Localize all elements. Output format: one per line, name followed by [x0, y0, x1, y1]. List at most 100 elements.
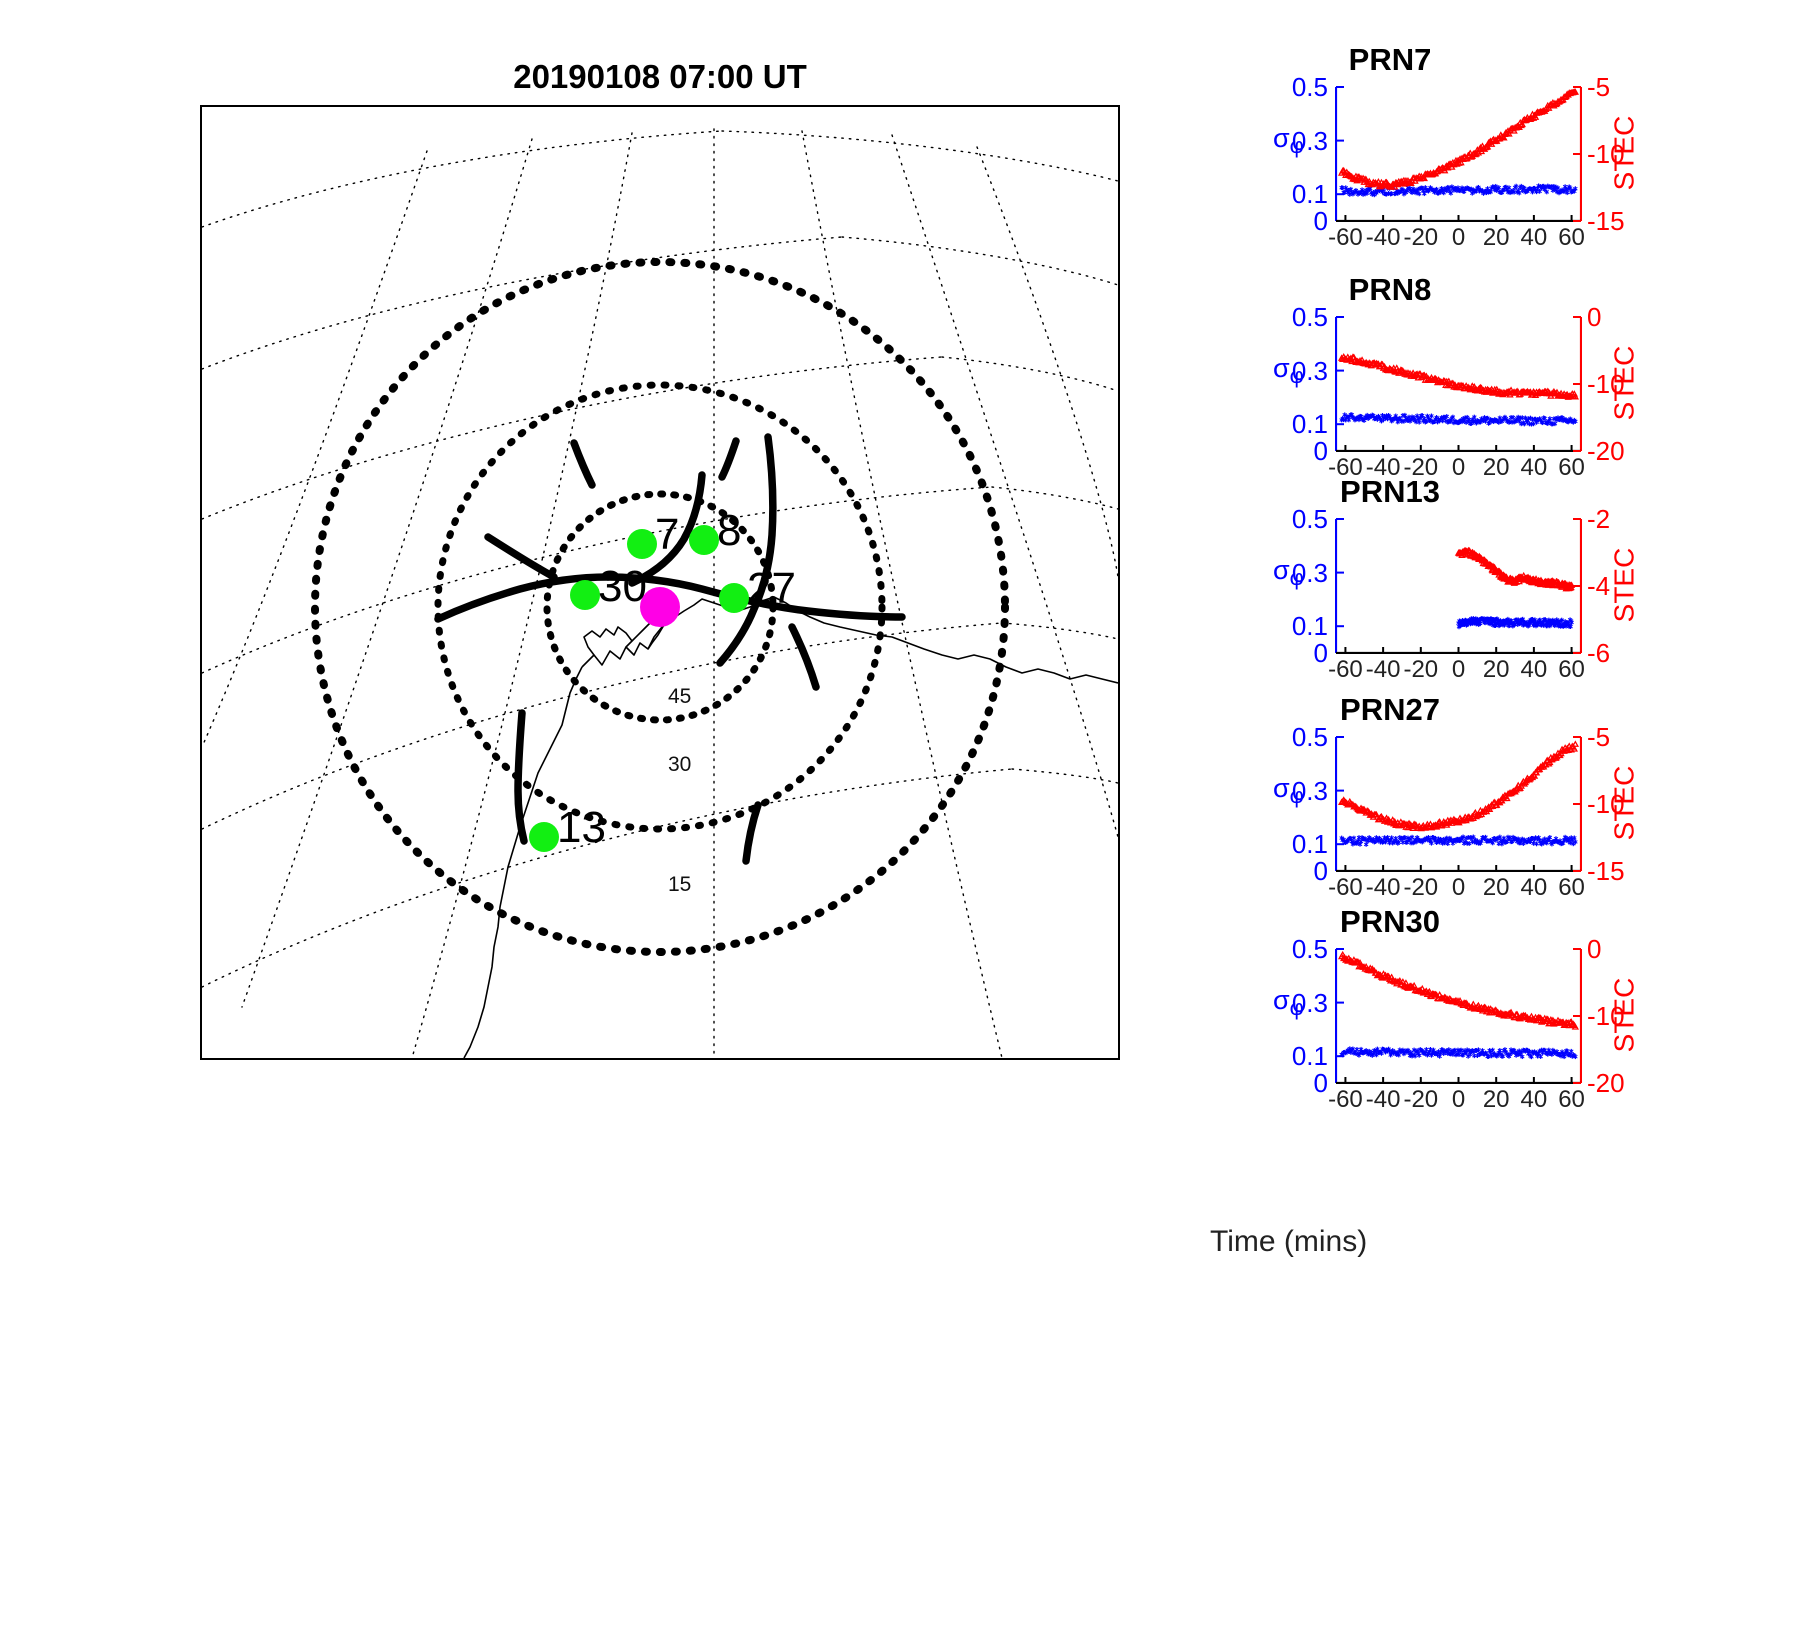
xtick-neg40: -40	[1365, 454, 1401, 481]
xtick-0: 0	[1451, 454, 1466, 481]
ytick-left-0: 0	[1313, 638, 1328, 668]
xtick-neg60: -60	[1328, 656, 1363, 683]
yaxis-label-stec: STEC	[1608, 765, 1640, 841]
xtick-0: 0	[1451, 1086, 1466, 1113]
ytick-left-0.3: 0.3	[1291, 125, 1328, 156]
xtick-neg20: -20	[1403, 874, 1439, 901]
ytick-left-0: 0	[1313, 856, 1328, 886]
plot-svg	[1335, 316, 1582, 452]
ytick-left-0.1: 0.1	[1291, 611, 1328, 642]
satellite-label-prn7: 7	[655, 510, 680, 559]
phi-glyph: φ	[1289, 132, 1304, 158]
series-sigma-phi	[1339, 1046, 1578, 1060]
subplot-title-prn30: PRN30	[1340, 904, 1440, 939]
xtick-40: 40	[1520, 1086, 1548, 1113]
ytick-right-neg15: -15	[1587, 856, 1625, 886]
ytick-right-neg10: -10	[1587, 369, 1625, 399]
yaxis-label-stec: STEC	[1608, 547, 1640, 623]
ytick-left-0: 0	[1313, 1068, 1328, 1098]
xtick-40: 40	[1520, 874, 1548, 901]
satellite-tracks	[434, 433, 906, 865]
ytick-left-0.5: 0.5	[1291, 302, 1328, 332]
plot-area-prn30: 0 0.1 0.3 0.5 0 -10 -20 -60 -40 -20 0 20 40 60 σφ STEC	[1273, 936, 1639, 1112]
ytick-left-0.1: 0.1	[1291, 179, 1328, 210]
yaxis-label-stec: STEC	[1608, 115, 1640, 191]
series-sigma-phi	[1456, 616, 1574, 630]
xtick-0: 0	[1451, 224, 1466, 251]
satellite-label-prn27: 27	[747, 564, 796, 613]
series-STEC	[1454, 546, 1576, 592]
ytick-right-neg10: -10	[1587, 789, 1625, 819]
xtick-60: 60	[1558, 454, 1585, 481]
subplot-prn7: PRN7 0 0.1 0.3 0.5 -5 -10 -15 -60 -40 -20 0 20 40 60 σφ…	[1150, 42, 1790, 272]
xaxis-title: Time (mins)	[1210, 1225, 1368, 1258]
plot-area-prn8: 0 0.1 0.3 0.5 0 -10 -20 -60 -40 -20 0 20 40 60 σφ STEC	[1273, 304, 1639, 480]
xtick-neg60: -60	[1328, 874, 1363, 901]
elevation-label-30: 30	[668, 753, 692, 776]
xtick-neg40: -40	[1365, 656, 1401, 683]
xtick-neg60: -60	[1328, 224, 1363, 251]
xtick-0: 0	[1451, 656, 1466, 683]
ytick-right-neg20: -20	[1587, 1068, 1625, 1098]
ytick-right-neg2: -2	[1587, 504, 1611, 534]
plot-svg	[1335, 86, 1582, 222]
series-STEC	[1337, 740, 1580, 832]
satellite-marker-prn27[interactable]	[719, 583, 749, 613]
ytick-right-neg5: -5	[1587, 72, 1611, 102]
xtick-40: 40	[1520, 454, 1548, 481]
yaxis-label-stec: STEC	[1608, 345, 1640, 421]
ytick-left-0: 0	[1313, 206, 1328, 236]
coastline	[463, 596, 1118, 1058]
subplot-prn8: PRN8 0 0.1 0.3 0.5 0 -10 -20 -60 -40 -20 0 20 40 60 σφ S…	[1150, 272, 1790, 502]
map-graphics	[202, 128, 1118, 1058]
sigma-glyph: σ	[1273, 352, 1290, 383]
xtick-neg60: -60	[1328, 1086, 1363, 1113]
xtick-20: 20	[1482, 874, 1510, 901]
plot-area-prn7: 0 0.1 0.3 0.5 -5 -10 -15 -60 -40 -20 0 20 40 60 σφ STEC	[1273, 74, 1639, 250]
ytick-left-0.3: 0.3	[1291, 775, 1328, 806]
satellite-marker-prn13[interactable]	[529, 822, 559, 852]
xtick-60: 60	[1558, 874, 1585, 901]
ytick-left-0.1: 0.1	[1291, 409, 1328, 440]
yaxis-label-sigma-phi: σφ	[1273, 556, 1304, 590]
ytick-left-0.1: 0.1	[1291, 1041, 1328, 1072]
xtick-20: 20	[1482, 1086, 1510, 1113]
satellite-label-prn30: 30	[598, 562, 647, 611]
satellite-marker-prn30[interactable]	[570, 580, 600, 610]
plot-area-prn13: 0 0.1 0.3 0.5 -2 -4 -6 -60 -40 -20 0 20 40 60 σφ STEC	[1273, 506, 1639, 682]
ytick-right-0: 0	[1587, 934, 1602, 964]
ground-station-marker[interactable]	[640, 587, 680, 627]
xtick-60: 60	[1558, 224, 1585, 251]
plot-svg	[1335, 736, 1582, 872]
ytick-right-neg4: -4	[1587, 571, 1611, 601]
ytick-left-0.3: 0.3	[1291, 557, 1328, 588]
satellite-marker-prn7[interactable]	[627, 529, 657, 559]
xtick-neg40: -40	[1365, 224, 1401, 251]
series-STEC	[1337, 352, 1580, 400]
subplot-title-prn7: PRN7	[1348, 42, 1432, 77]
phi-glyph: φ	[1289, 564, 1304, 590]
map-frame: 45 30 15 7 8 30 27 13	[200, 105, 1120, 1060]
subplot-title-prn27: PRN27	[1340, 692, 1440, 727]
plot-svg	[1335, 948, 1582, 1084]
xtick-neg60: -60	[1328, 454, 1363, 481]
xtick-neg40: -40	[1365, 874, 1401, 901]
subplot-title-prn8: PRN8	[1348, 272, 1432, 307]
ytick-left-0.5: 0.5	[1291, 722, 1328, 752]
xtick-20: 20	[1482, 454, 1510, 481]
ytick-right-neg15: -15	[1587, 206, 1625, 236]
xtick-40: 40	[1520, 224, 1548, 251]
satellite-label-prn8: 8	[717, 506, 742, 555]
ytick-left-0.1: 0.1	[1291, 829, 1328, 860]
xtick-neg20: -20	[1403, 1086, 1439, 1113]
yaxis-label-sigma-phi: σφ	[1273, 774, 1304, 807]
satellite-marker-prn8[interactable]	[689, 525, 719, 555]
plot-area-prn27: 0 0.1 0.3 0.5 -5 -10 -15 -60 -40 -20 0 20 40 60 σφ STEC	[1273, 724, 1639, 900]
page-title: 20190108 07:00 UT	[513, 58, 807, 95]
series-STEC	[1337, 88, 1580, 190]
elevation-label-45: 45	[668, 685, 692, 708]
elevation-label-15: 15	[668, 873, 692, 896]
series-sigma-phi	[1339, 412, 1578, 427]
satellite-label-prn13: 13	[557, 803, 606, 852]
ytick-right-neg20: -20	[1587, 436, 1625, 466]
